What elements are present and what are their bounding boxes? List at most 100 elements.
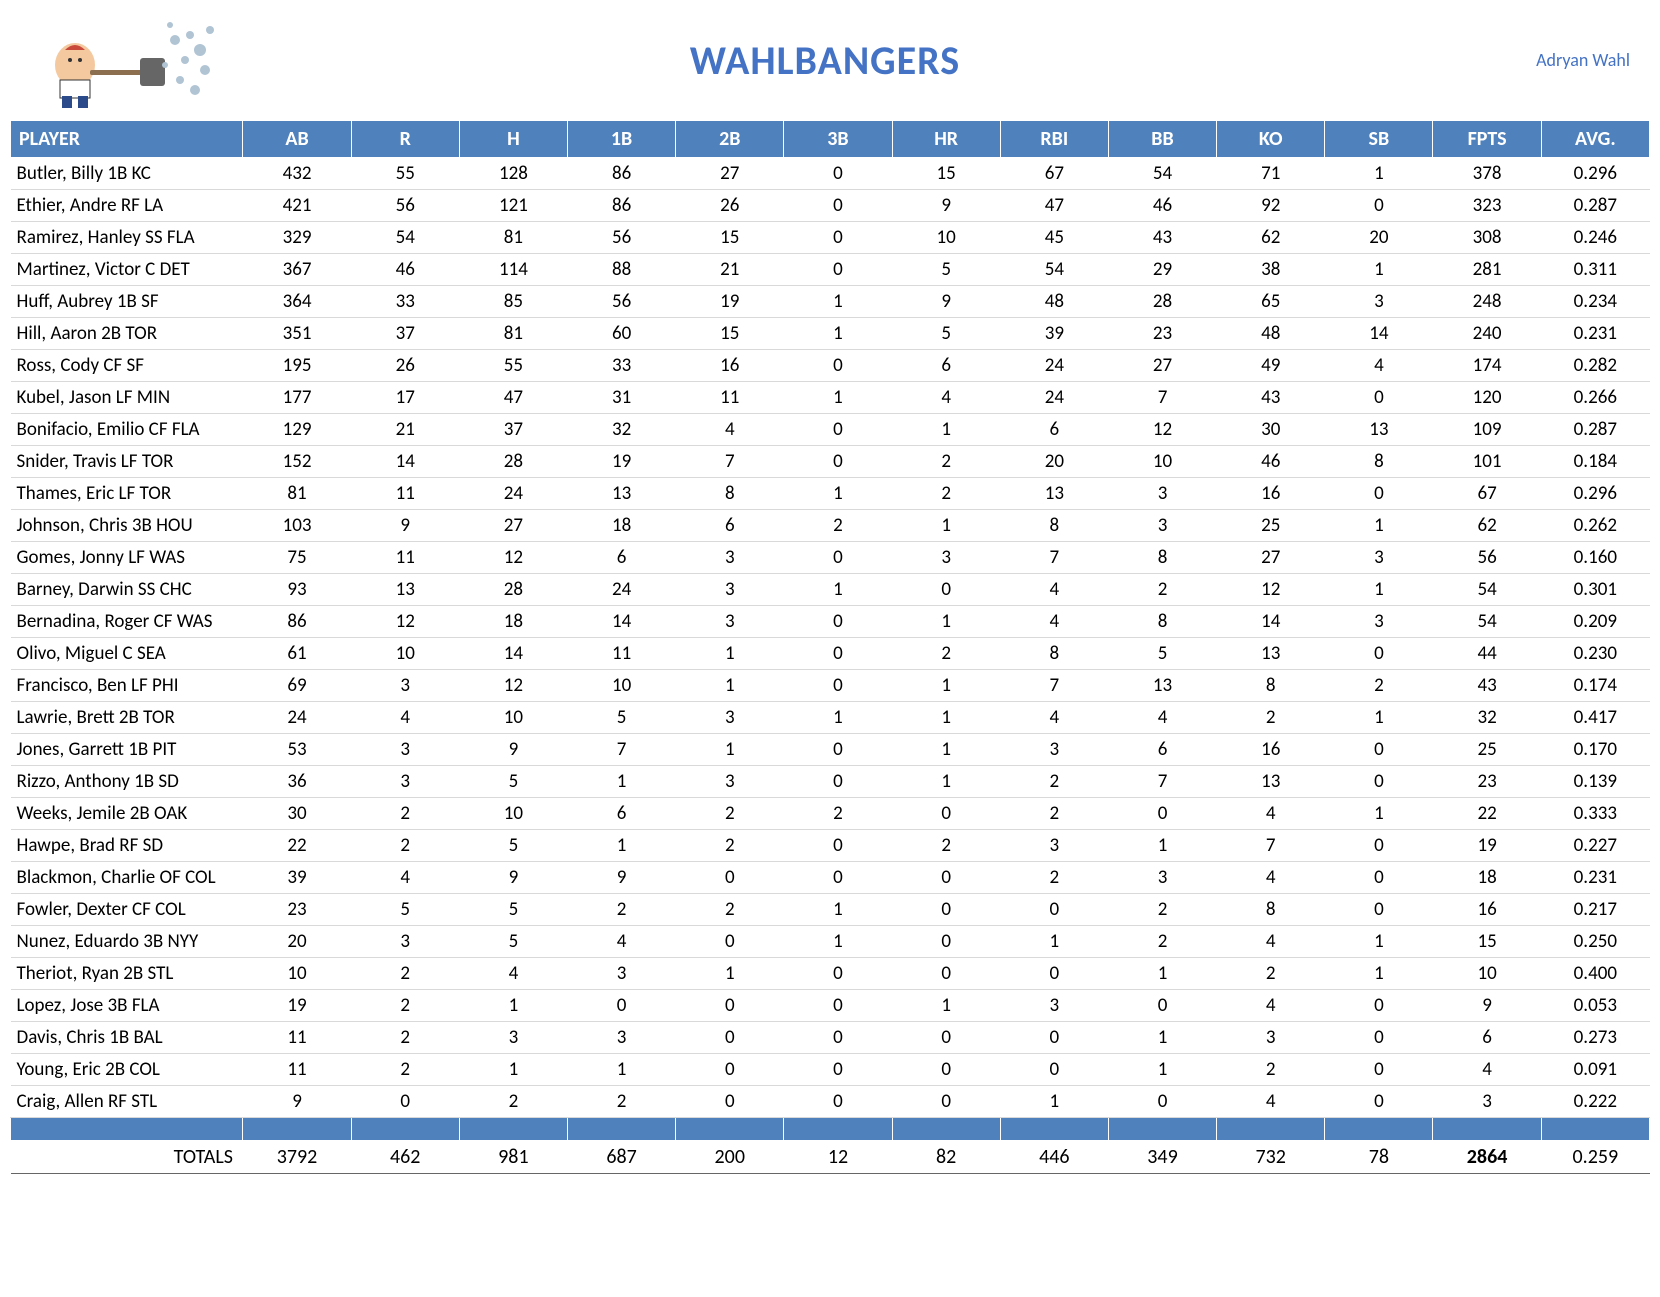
stat-cell: 195 xyxy=(243,350,351,382)
stat-cell: 4 xyxy=(1217,862,1325,894)
stat-cell: 4 xyxy=(459,958,567,990)
table-row: Rizzo, Anthony 1B SD3635130127130230.139 xyxy=(11,766,1650,798)
stat-cell: 0 xyxy=(892,798,1000,830)
stat-cell: 177 xyxy=(243,382,351,414)
table-row: Weeks, Jemile 2B OAK3021062202041220.333 xyxy=(11,798,1650,830)
col-ko[interactable]: KO xyxy=(1217,121,1325,158)
col-2b[interactable]: 2B xyxy=(676,121,784,158)
stat-cell: 4 xyxy=(1000,702,1108,734)
stat-cell: 1 xyxy=(1108,830,1216,862)
col-3b[interactable]: 3B xyxy=(784,121,892,158)
player-name-cell: Davis, Chris 1B BAL xyxy=(11,1022,243,1054)
table-row: Bonifacio, Emilio CF FLA1292137324016123… xyxy=(11,414,1650,446)
stat-cell: 8 xyxy=(676,478,784,510)
stat-cell: 0 xyxy=(784,222,892,254)
stat-cell: 7 xyxy=(1217,830,1325,862)
stat-cell: 0 xyxy=(784,862,892,894)
stat-cell: 24 xyxy=(1000,350,1108,382)
stat-cell: 15 xyxy=(676,222,784,254)
table-row: Johnson, Chris 3B HOU1039271862183251620… xyxy=(11,510,1650,542)
col-sb[interactable]: SB xyxy=(1325,121,1433,158)
stat-cell: 1 xyxy=(1325,798,1433,830)
stat-cell: 3 xyxy=(892,542,1000,574)
stat-cell: 71 xyxy=(1217,158,1325,190)
table-row: Lawrie, Brett 2B TOR2441053114421320.417 xyxy=(11,702,1650,734)
stat-cell: 13 xyxy=(567,478,675,510)
stat-cell: 15 xyxy=(892,158,1000,190)
stat-cell: 0 xyxy=(1000,894,1108,926)
stat-cell: 1 xyxy=(1000,1086,1108,1118)
player-name-cell: Bonifacio, Emilio CF FLA xyxy=(11,414,243,446)
col-fpts[interactable]: FPTS xyxy=(1433,121,1541,158)
stat-cell: 0 xyxy=(1325,734,1433,766)
team-name-text: WAHLBANGERS xyxy=(690,36,960,85)
stat-cell: 0 xyxy=(1325,190,1433,222)
stat-cell: 54 xyxy=(351,222,459,254)
stat-cell: 2 xyxy=(676,798,784,830)
stat-cell: 1 xyxy=(784,926,892,958)
col-1b[interactable]: 1B xyxy=(567,121,675,158)
col-h[interactable]: H xyxy=(459,121,567,158)
col-hr[interactable]: HR xyxy=(892,121,1000,158)
stat-cell: 28 xyxy=(1108,286,1216,318)
col-avg[interactable]: AVG. xyxy=(1541,121,1649,158)
stat-cell: 25 xyxy=(1433,734,1541,766)
stat-cell: 1 xyxy=(1325,574,1433,606)
stat-cell: 0 xyxy=(1325,1054,1433,1086)
stat-cell: 248 xyxy=(1433,286,1541,318)
stat-cell: 0.273 xyxy=(1541,1022,1649,1054)
stat-cell: 29 xyxy=(1108,254,1216,286)
col-r[interactable]: R xyxy=(351,121,459,158)
stat-cell: 1 xyxy=(1325,158,1433,190)
stat-cell: 1 xyxy=(784,702,892,734)
stat-cell: 18 xyxy=(1433,862,1541,894)
stat-cell: 47 xyxy=(1000,190,1108,222)
stat-cell: 0 xyxy=(892,958,1000,990)
stat-cell: 86 xyxy=(567,190,675,222)
stat-cell: 12 xyxy=(459,542,567,574)
stat-cell: 0.234 xyxy=(1541,286,1649,318)
table-row: Butler, Billy 1B KC432551288627015675471… xyxy=(11,158,1650,190)
team-title: WAHLBANGERS xyxy=(220,36,1430,85)
stat-cell: 2 xyxy=(784,510,892,542)
stat-cell: 4 xyxy=(1108,702,1216,734)
player-name-cell: Lawrie, Brett 2B TOR xyxy=(11,702,243,734)
stat-cell: 2 xyxy=(892,446,1000,478)
table-row: Ross, Cody CF SF195265533160624274941740… xyxy=(11,350,1650,382)
stat-cell: 32 xyxy=(567,414,675,446)
stat-cell: 114 xyxy=(459,254,567,286)
totals-cell: 78 xyxy=(1325,1141,1433,1174)
stat-cell: 3 xyxy=(1325,542,1433,574)
stat-cell: 3 xyxy=(351,734,459,766)
player-name-cell: Hill, Aaron 2B TOR xyxy=(11,318,243,350)
stat-cell: 0 xyxy=(1108,1086,1216,1118)
table-row: Kubel, Jason LF MIN177174731111424743012… xyxy=(11,382,1650,414)
stat-cell: 128 xyxy=(459,158,567,190)
stat-cell: 8 xyxy=(1108,606,1216,638)
col-rbi[interactable]: RBI xyxy=(1000,121,1108,158)
stat-cell: 7 xyxy=(1108,382,1216,414)
stat-cell: 0 xyxy=(784,990,892,1022)
stat-cell: 11 xyxy=(243,1054,351,1086)
stat-cell: 37 xyxy=(351,318,459,350)
col-ab[interactable]: AB xyxy=(243,121,351,158)
stat-cell: 1 xyxy=(567,1054,675,1086)
stat-cell: 54 xyxy=(1000,254,1108,286)
stat-cell: 0.091 xyxy=(1541,1054,1649,1086)
totals-label: TOTALS xyxy=(11,1141,243,1174)
stat-cell: 14 xyxy=(567,606,675,638)
col-bb[interactable]: BB xyxy=(1108,121,1216,158)
col-player[interactable]: PLAYER xyxy=(11,121,243,158)
stat-cell: 0 xyxy=(892,894,1000,926)
stat-cell: 30 xyxy=(1217,414,1325,446)
page-header: WAHLBANGERS Adryan Wahl xyxy=(10,10,1650,120)
stat-cell: 46 xyxy=(351,254,459,286)
stat-cell: 0.217 xyxy=(1541,894,1649,926)
stat-cell: 364 xyxy=(243,286,351,318)
stat-cell: 30 xyxy=(243,798,351,830)
stat-cell: 2 xyxy=(784,798,892,830)
stat-cell: 67 xyxy=(1433,478,1541,510)
stat-cell: 1 xyxy=(784,382,892,414)
stat-cell: 13 xyxy=(1217,766,1325,798)
stat-cell: 2 xyxy=(567,1086,675,1118)
